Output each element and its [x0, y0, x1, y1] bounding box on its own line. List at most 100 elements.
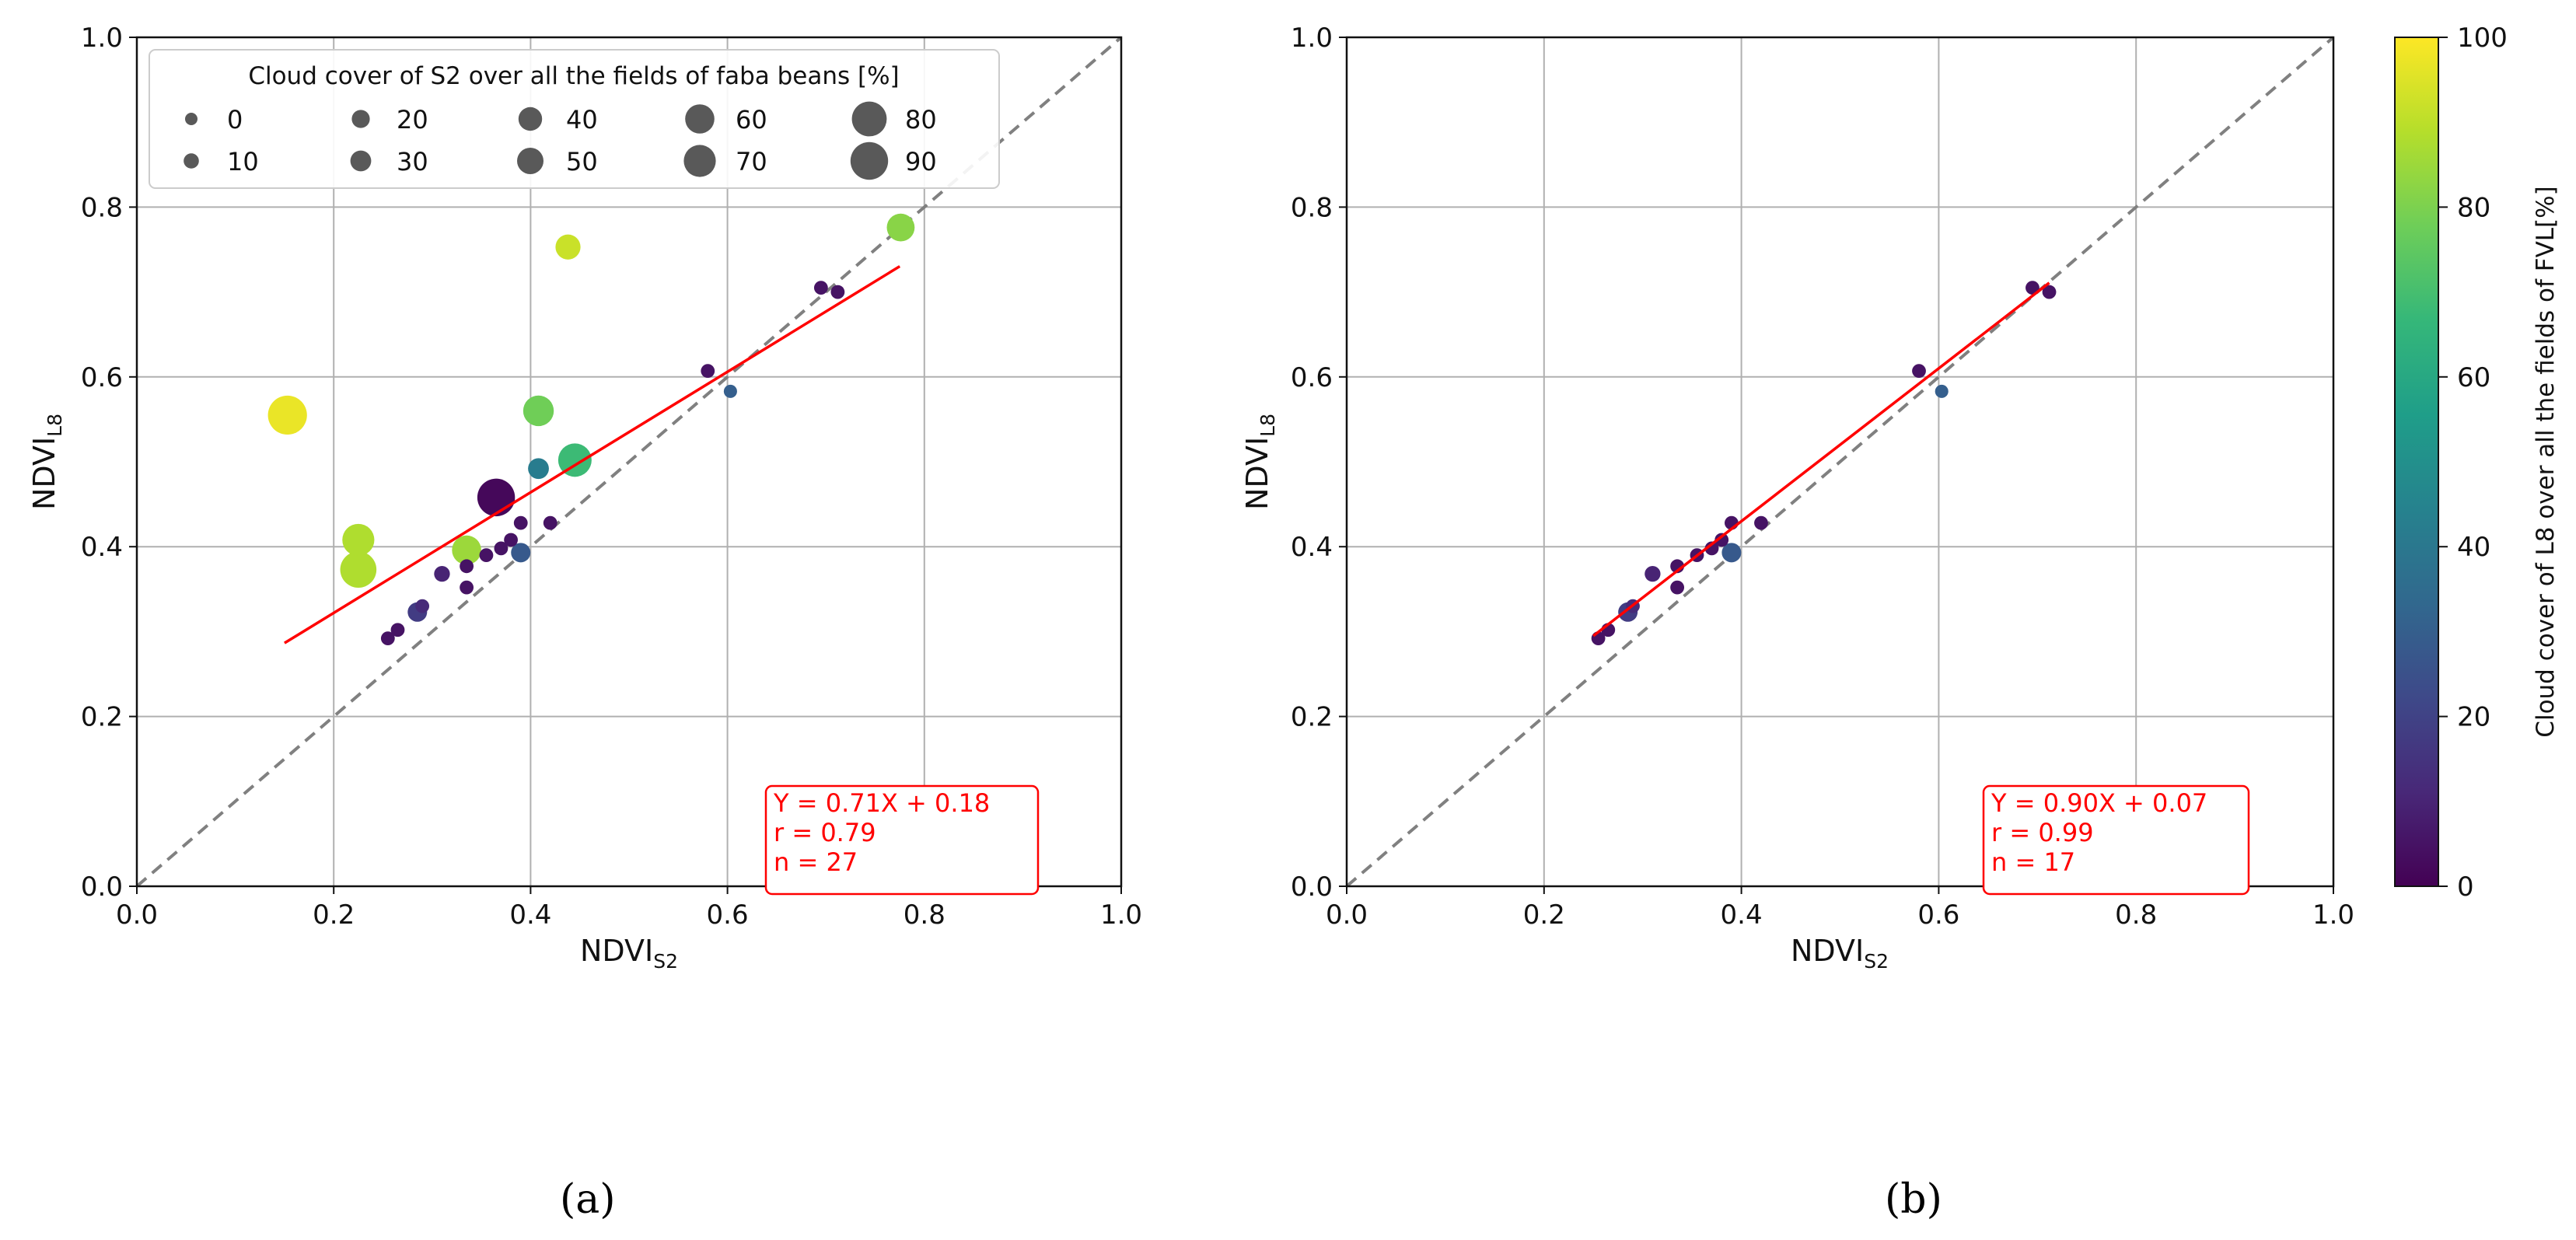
panel-b-annotation-n: n = 17 — [1991, 847, 2075, 877]
panel-a-xtick-label: 0.6 — [707, 899, 749, 931]
panel-a-data-point — [340, 551, 377, 588]
panel-a-annotation-equation: Y = 0.71X + 0.18 — [773, 788, 990, 818]
panel-b-data-point — [1912, 364, 1926, 379]
panel-a-legend-title: Cloud cover of S2 over all the fields of… — [248, 62, 899, 90]
panel-b: 0.00.0 0.2 0.2 0.4 0.4 0.6 0.6 0.8 0.8 1.0 1.0 NDV… — [1240, 23, 2560, 1223]
panel-a-ytick-label: 0.6 — [81, 362, 123, 393]
panel-b-ytick-label: 0.4 — [1291, 532, 1333, 563]
panel-a-data-point — [477, 478, 516, 517]
colorbar-tick-label: 80 — [2457, 192, 2490, 223]
legend-size-marker — [685, 104, 715, 134]
panel-b-xlabel: NDVIS2 — [1791, 934, 1889, 973]
panel-b-xtick-label: 0.8 — [2115, 899, 2157, 931]
panel-a-data-point — [380, 631, 395, 646]
panel-a-annotation-r: r = 0.79 — [774, 818, 876, 847]
panel-b-data-point — [1754, 515, 1768, 530]
panel-b-xtick-label: 1.0 — [2312, 899, 2354, 931]
panel-a-ytick-label: 0.8 — [81, 192, 123, 223]
panel-b-ytick-label: 0.2 — [1291, 702, 1333, 733]
legend-size-marker — [851, 101, 887, 137]
panel-a-data-point — [701, 364, 715, 379]
panel-b-xtick-label: 0.6 — [1917, 899, 1959, 931]
legend-size-marker — [350, 150, 372, 172]
panel-a-fit-segment — [283, 265, 901, 644]
colorbar-tick-label: 60 — [2457, 362, 2490, 393]
panel-a-data-point — [511, 543, 531, 563]
legend-size-label: 0 — [227, 105, 243, 134]
panel-b-annotation-box — [1982, 784, 2250, 896]
legend-size-label: 10 — [227, 147, 259, 176]
panel-a-annotation-n: n = 27 — [774, 847, 858, 877]
panel-a-data-point — [723, 384, 737, 398]
panel-a-points — [267, 213, 915, 646]
panel-b-annotation-equation: Y = 0.90X + 0.07 — [1991, 788, 2207, 818]
panel-b-data-point — [1645, 565, 1661, 582]
panel-a-size-legend: Cloud cover of S2 over all the fields of… — [149, 49, 1000, 189]
panel-b-ytick-label: 0.8 — [1291, 192, 1333, 223]
legend-size-marker — [351, 110, 370, 128]
panel-a-data-point — [523, 395, 554, 427]
panel-b-annotation: Y = 0.90X + 0.07 r = 0.99 n = 17 — [1982, 784, 2250, 896]
legend-size-label: 20 — [397, 105, 428, 134]
panel-a-data-point — [830, 285, 845, 299]
panel-a-data-point — [886, 213, 915, 242]
panel-b-ylabel: NDVIL8 — [1240, 414, 1279, 510]
panel-b-ytick-label: 1.0 — [1291, 23, 1333, 54]
legend-size-marker — [518, 107, 543, 131]
legend-size-marker — [683, 145, 716, 177]
panel-b-label: (b) — [1885, 1176, 1942, 1223]
panel-b-ytick-label: 0.6 — [1291, 362, 1333, 393]
panel-b-points — [1591, 281, 2057, 646]
panel-a-data-point — [460, 580, 474, 595]
legend-size-label: 70 — [736, 147, 767, 176]
panel-a-data-point — [390, 623, 405, 637]
panel-b-plot-frame — [1345, 36, 2335, 888]
colorbar-ticks: 0 20 40 60 80 100 — [2438, 23, 2508, 903]
legend-size-label: 30 — [397, 147, 428, 176]
panel-a-label: (a) — [560, 1176, 616, 1223]
panel-a-data-point — [494, 541, 509, 556]
legend-size-label: 80 — [905, 105, 937, 134]
panel-a-xlabel: NDVIS2 — [580, 934, 678, 973]
panel-a-xtick-label: 1.0 — [1100, 899, 1142, 931]
panel-b-ytick-label: 0.0 — [1291, 871, 1333, 903]
panel-b-identity-line — [1345, 36, 2335, 888]
legend-size-marker — [517, 148, 544, 174]
panel-b-xtick-label: 0.2 — [1523, 899, 1565, 931]
panel-a-data-point — [452, 535, 481, 565]
panel-a-plot-frame — [135, 36, 1123, 888]
panel-a-legend-entries: 0 10 20 30 40 50 60 70 80 90 — [184, 101, 937, 180]
legend-size-label: 50 — [566, 147, 598, 176]
colorbar-tick-label: 0 — [2457, 871, 2474, 903]
panel-b-data-point — [1704, 541, 1719, 556]
panel-a-data-point — [460, 559, 474, 574]
legend-size-marker — [184, 153, 199, 169]
panel-a-xtick-label: 0.8 — [904, 899, 945, 931]
panel-b-ticks: 0.00.0 0.2 0.2 0.4 0.4 0.6 0.6 0.8 0.8 1.0 1.0 — [1291, 23, 2354, 931]
panel-a-ytick-label: 0.4 — [81, 532, 123, 563]
colorbar-gradient — [2394, 37, 2439, 887]
colorbar-tick-label: 100 — [2457, 23, 2508, 54]
panel-b-data-point — [1670, 580, 1685, 595]
colorbar-label: Cloud cover of L8 over all the fields of… — [2532, 186, 2560, 737]
panel-b-annotation-r: r = 0.99 — [1991, 818, 2094, 847]
panel-a-annotation-box — [764, 784, 1040, 896]
colorbar: 0 20 40 60 80 100 Cloud cover of L8 over all … — [2394, 23, 2560, 903]
panel-a-xtick-label: 0.4 — [509, 899, 551, 931]
panel-a-data-point — [434, 565, 450, 582]
panel-b-data-point — [1714, 533, 1729, 547]
legend-size-marker — [850, 141, 889, 180]
panel-a-xtick-label: 0.2 — [313, 899, 355, 931]
panel-a-ytick-label: 1.0 — [81, 23, 123, 54]
legend-size-label: 60 — [736, 105, 767, 134]
panel-a-xtick-label: 0.0 — [116, 899, 158, 931]
colorbar-tick-label: 20 — [2457, 702, 2490, 733]
legend-size-label: 90 — [905, 147, 937, 176]
panel-b-data-point — [2025, 281, 2039, 295]
panel-b-data-point — [1935, 384, 1949, 398]
panel-a-ylabel: NDVIL8 — [27, 414, 66, 510]
panel-a: 0.00.0 0.2 0.2 0.4 0.4 0.6 0.6 0.8 0.8 1.0 1.0 NDV… — [27, 23, 1142, 1223]
panel-a-ytick-label: 0.2 — [81, 702, 123, 733]
panel-a-data-point — [557, 443, 592, 477]
